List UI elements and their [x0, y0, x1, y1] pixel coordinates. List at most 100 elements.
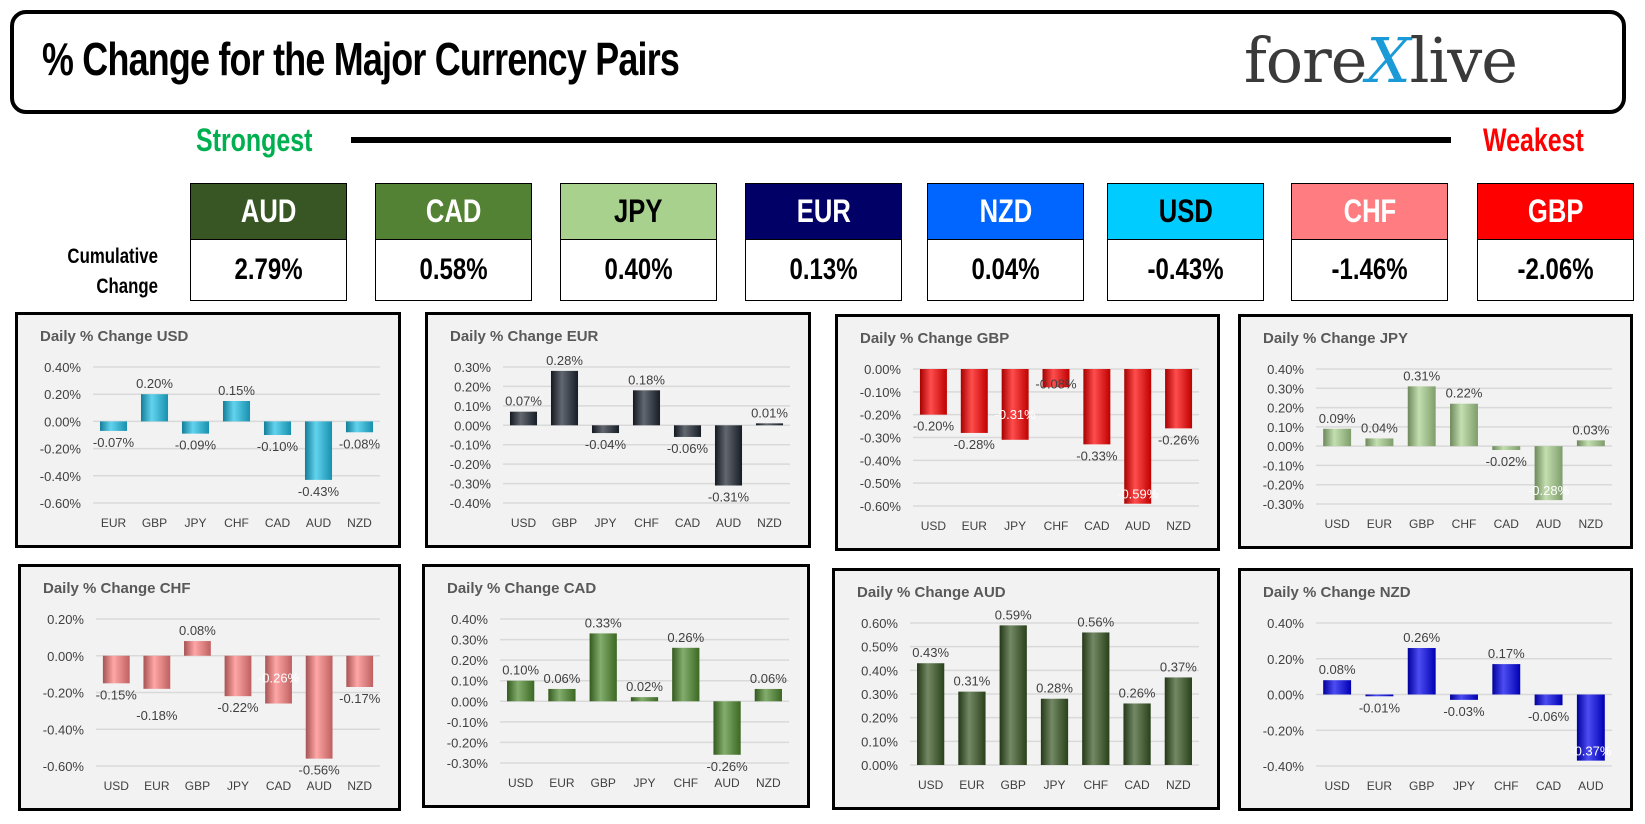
data-label: 0.31%	[953, 674, 990, 689]
category-label: JPY	[1004, 519, 1026, 533]
category-label: USD	[511, 516, 537, 530]
category-label: NZD	[1166, 778, 1191, 792]
chart-panel-gbp: Daily % Change GBP -0.60% -0.50% -0.40% -0.3…	[835, 314, 1220, 551]
y-tick-label: -0.30%	[860, 431, 902, 446]
data-label: 0.07%	[505, 394, 542, 409]
y-tick-label: 0.10%	[454, 399, 491, 414]
data-label: 0.06%	[750, 671, 787, 686]
y-tick-label: -0.20%	[1263, 723, 1305, 738]
currency-code-text: JPY	[614, 193, 663, 229]
y-tick-label: -0.10%	[450, 438, 492, 453]
cumulative-value-text: -0.43%	[1147, 253, 1224, 286]
data-label: 0.59%	[995, 607, 1032, 622]
bar-gbp	[999, 625, 1027, 765]
category-label: USD	[104, 779, 130, 793]
bar-gbp	[140, 394, 169, 422]
data-label: -0.10%	[257, 439, 299, 454]
bar-jpy	[591, 425, 620, 434]
y-tick-label: 0.20%	[454, 379, 491, 394]
bar-jpy	[224, 655, 252, 697]
y-tick-label: -0.40%	[1263, 759, 1305, 774]
chart-panel-nzd: Daily % Change NZD -0.40% -0.20% 0.00% 0.20%…	[1238, 568, 1633, 811]
y-tick-label: 0.00%	[1267, 439, 1304, 454]
category-label: CAD	[1124, 778, 1150, 792]
y-tick-label: -0.20%	[40, 442, 82, 457]
data-label: -0.06%	[1528, 709, 1570, 724]
bar-eur	[143, 655, 171, 689]
currency-box-gbp: GBP -2.06%	[1477, 183, 1634, 301]
category-label: CHF	[634, 516, 659, 530]
header-banner: % Change for the Major Currency Pairs fo…	[10, 10, 1626, 114]
currency-code: CHF	[1292, 184, 1447, 240]
currency-code-text: CHF	[1343, 193, 1396, 229]
currency-box-cad: CAD 0.58%	[375, 183, 532, 301]
data-label: 0.28%	[1036, 681, 1073, 696]
category-label: NZD	[1579, 517, 1604, 531]
data-label: -0.33%	[1076, 448, 1118, 463]
chart-title: Daily % Change JPY	[1263, 330, 1408, 347]
currency-code-text: NZD	[979, 193, 1032, 229]
bar-jpy	[630, 697, 659, 702]
category-label: CAD	[266, 779, 292, 793]
cumulative-value: -2.06%	[1478, 240, 1633, 300]
y-tick-label: 0.40%	[861, 663, 898, 678]
data-label: -0.20%	[913, 419, 955, 434]
bar-chf	[672, 647, 700, 702]
chart-title: Daily % Change EUR	[450, 328, 599, 345]
strength-scale-line	[351, 137, 1451, 143]
currency-code: EUR	[746, 184, 901, 240]
category-label: GBP	[142, 516, 167, 530]
data-label: -0.28%	[1528, 483, 1570, 498]
cumulative-value: -0.43%	[1108, 240, 1263, 300]
currency-code-text: AUD	[240, 193, 297, 229]
chart-title: Daily % Change NZD	[1263, 584, 1411, 601]
bar-cad	[1083, 369, 1111, 445]
cumulative-value: 2.79%	[191, 240, 346, 300]
bar-eur	[958, 691, 986, 765]
y-tick-label: 0.00%	[44, 414, 81, 429]
data-label: -0.15%	[96, 687, 138, 702]
currency-code-text: EUR	[796, 193, 851, 229]
data-label: -0.31%	[708, 490, 750, 505]
y-tick-label: -0.10%	[860, 385, 902, 400]
data-label: 0.17%	[1488, 646, 1525, 661]
data-label: -0.09%	[175, 438, 217, 453]
currency-box-usd: USD -0.43%	[1107, 183, 1264, 301]
data-label: 0.06%	[543, 671, 580, 686]
bar-cad	[263, 421, 292, 435]
category-label: CHF	[1452, 517, 1477, 531]
chart-panel-cad: Daily % Change CAD -0.30% -0.20% -0.10% 0.00…	[422, 564, 810, 808]
bar-cad	[673, 425, 702, 437]
category-label: JPY	[227, 779, 249, 793]
data-label: -0.03%	[1443, 704, 1485, 719]
category-label: CHF	[1083, 778, 1108, 792]
y-tick-label: -0.10%	[447, 715, 489, 730]
y-tick-label: 0.50%	[861, 640, 898, 655]
data-label: -0.56%	[299, 763, 341, 778]
category-label: JPY	[633, 776, 655, 790]
data-label: -0.17%	[339, 691, 381, 706]
bar-gbp	[1407, 648, 1436, 695]
strongest-label: Strongest	[196, 122, 313, 158]
chart-panel-eur: Daily % Change EUR -0.40% -0.30% -0.20% -0.1…	[425, 312, 811, 548]
y-tick-label: 0.00%	[47, 649, 84, 664]
chart-title: Daily % Change CHF	[43, 580, 191, 597]
data-label: 0.22%	[1446, 386, 1483, 401]
category-label: NZD	[756, 776, 781, 790]
bar-aud	[304, 421, 333, 480]
cumulative-value-text: 2.79%	[234, 253, 303, 286]
category-label: USD	[1324, 517, 1350, 531]
y-tick-label: 0.20%	[47, 612, 84, 627]
data-label: 0.26%	[1119, 685, 1156, 700]
y-tick-label: -0.20%	[1263, 478, 1305, 493]
data-label: 0.20%	[136, 376, 173, 391]
currency-code: AUD	[191, 184, 346, 240]
chart-panel-usd: Daily % Change USD -0.60% -0.40% -0.20% 0.00…	[15, 312, 401, 548]
cumulative-change-label: Cumulative Change	[20, 242, 158, 302]
data-label: -0.08%	[339, 436, 381, 451]
data-label: 0.56%	[1077, 614, 1114, 629]
data-label: -0.04%	[585, 437, 627, 452]
y-tick-label: -0.20%	[43, 686, 85, 701]
category-label: CHF	[1494, 779, 1519, 793]
y-tick-label: -0.40%	[450, 496, 492, 511]
